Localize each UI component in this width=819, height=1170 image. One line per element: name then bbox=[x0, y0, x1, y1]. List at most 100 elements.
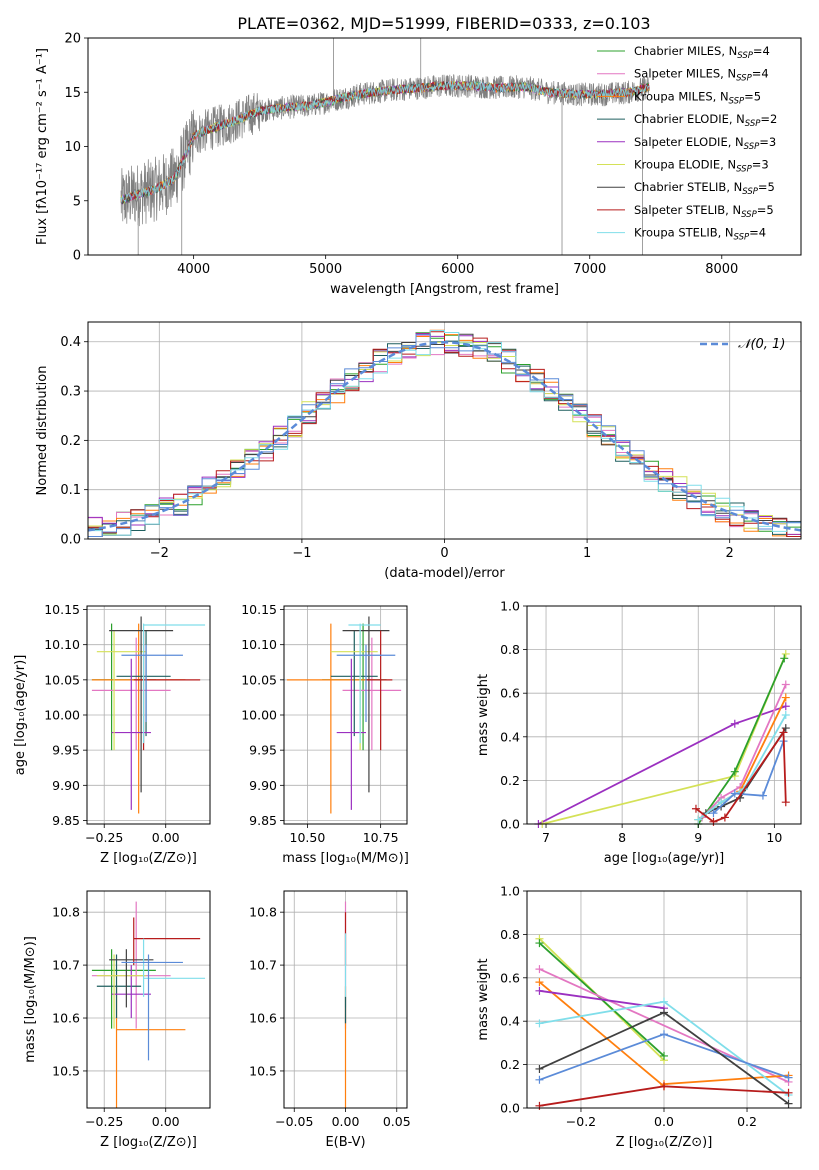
x-tick-label: 8000 bbox=[705, 262, 738, 277]
axes-frame bbox=[86, 890, 211, 1109]
weight-marker bbox=[535, 1101, 544, 1110]
plot-area-residuals bbox=[87, 329, 802, 537]
y-tick-label: 10.7 bbox=[249, 958, 277, 973]
histogram-series bbox=[88, 334, 801, 537]
y-tick-label: 0.2 bbox=[60, 434, 81, 449]
y-tick-label: 9.85 bbox=[249, 813, 277, 828]
axes-frame bbox=[526, 605, 802, 825]
x-tick-label: −1 bbox=[292, 546, 311, 561]
x-tick-label: 0.00 bbox=[332, 1114, 360, 1129]
x-tick-label: 9 bbox=[694, 830, 702, 845]
axes-frame bbox=[87, 321, 802, 540]
y-tick-label: 10.15 bbox=[44, 602, 80, 617]
legend-label: Kroupa STELIB, NSSP=4 bbox=[634, 226, 766, 243]
y-tick-label: 0 bbox=[73, 249, 81, 264]
weight-marker bbox=[660, 1008, 668, 1017]
y-tick-label: 0.0 bbox=[500, 1101, 520, 1116]
weight-marker bbox=[781, 702, 790, 711]
y-tick-label: 10.00 bbox=[44, 708, 80, 723]
y-tick-label: 10.6 bbox=[249, 1011, 277, 1026]
figure-title: PLATE=0362, MJD=51999, FIBERID=0333, z=0… bbox=[237, 14, 650, 33]
y-tick-label: 10.5 bbox=[249, 1063, 277, 1078]
model-line bbox=[120, 80, 650, 203]
y-tick-label: 0.4 bbox=[500, 1014, 520, 1029]
x-tick-label: 0.05 bbox=[383, 1114, 411, 1129]
weight-marker bbox=[781, 693, 790, 702]
weight-marker bbox=[535, 1019, 544, 1028]
weight-marker bbox=[784, 1099, 793, 1108]
panel-residuals: −2 −1 0 1 2 0.0 0.1 0.2 0.3 0.4 (data-model)/error… bbox=[35, 321, 802, 581]
plot-area-weight_vs_Z bbox=[535, 934, 793, 1110]
y-tick-label: 15 bbox=[64, 86, 81, 101]
observed-spectrum bbox=[120, 74, 650, 227]
weight-line bbox=[701, 684, 787, 819]
y-tick-label: 0.4 bbox=[500, 729, 520, 744]
y-tick-label: 10.15 bbox=[241, 602, 277, 617]
legend-label: Chabrier MILES, NSSP=4 bbox=[634, 44, 770, 61]
weight-marker bbox=[758, 791, 767, 800]
weight-marker bbox=[535, 939, 544, 948]
weight-marker bbox=[781, 711, 790, 719]
y-tick-label: 0.3 bbox=[60, 385, 81, 400]
y-tick-label: 10.10 bbox=[241, 637, 277, 652]
legend-label: Salpeter ELODIE, NSSP=3 bbox=[634, 135, 776, 152]
y-tick-label: 1.0 bbox=[500, 884, 520, 899]
x-tick-label: −0.2 bbox=[566, 1114, 596, 1129]
y-tick-label: 10.7 bbox=[52, 958, 80, 973]
y-tick-label: 20 bbox=[64, 32, 81, 47]
x-axis-label: age [log₁₀(age/yr)] bbox=[604, 851, 725, 866]
y-axis-label: mass weight bbox=[476, 958, 491, 1040]
x-axis-label: Z [log₁₀(Z/Z⊙)] bbox=[100, 1135, 197, 1150]
weight-marker bbox=[660, 1082, 668, 1091]
legend-label: Chabrier STELIB, NSSP=5 bbox=[634, 180, 775, 197]
x-tick-label: 1 bbox=[583, 546, 591, 561]
weight-marker bbox=[780, 654, 789, 663]
y-tick-label: 10.8 bbox=[52, 905, 80, 920]
y-tick-label: 1.0 bbox=[500, 599, 520, 614]
x-tick-label: 0.2 bbox=[737, 1114, 757, 1129]
weight-marker bbox=[730, 719, 739, 728]
weight-marker bbox=[535, 978, 544, 987]
y-tick-label: 9.95 bbox=[249, 743, 277, 758]
y-tick-label: 0.6 bbox=[500, 686, 520, 701]
x-tick-label: 10.75 bbox=[363, 830, 399, 845]
weight-marker bbox=[779, 728, 788, 737]
y-tick-label: 0.4 bbox=[60, 335, 81, 350]
panel-spectrum: 4000 5000 6000 7000 8000 0 5 10 15 20 wavelength [… bbox=[35, 32, 802, 297]
plot-area-spectrum bbox=[120, 38, 650, 255]
y-tick-label: 10.6 bbox=[52, 1011, 80, 1026]
x-tick-label: 6000 bbox=[441, 262, 474, 277]
y-axis-label: Normed distribution bbox=[35, 366, 50, 496]
x-tick-label: −2 bbox=[150, 546, 169, 561]
y-tick-label: 9.90 bbox=[52, 778, 80, 793]
y-tick-label: 9.90 bbox=[249, 778, 277, 793]
plot-area-age_vs_mass bbox=[286, 616, 402, 814]
x-tick-label: 0.00 bbox=[152, 1114, 180, 1129]
x-tick-label: 2 bbox=[726, 546, 734, 561]
plot-area-mass_vs_Z bbox=[91, 901, 206, 1108]
weight-marker bbox=[730, 789, 739, 798]
axes-frame bbox=[283, 605, 408, 825]
histogram-series bbox=[88, 330, 801, 536]
legend-label: Chabrier ELODIE, NSSP=2 bbox=[634, 112, 777, 129]
weight-marker bbox=[781, 680, 790, 689]
gaussian-curve bbox=[87, 340, 802, 532]
x-axis-label: (data-model)/error bbox=[384, 566, 505, 581]
y-axis-label: mass [log₁₀(M/M⊙)] bbox=[23, 936, 38, 1063]
weight-marker bbox=[781, 798, 790, 807]
weight-marker bbox=[694, 815, 703, 824]
y-tick-label: 0.1 bbox=[60, 483, 81, 498]
x-axis-label: E(B-V) bbox=[325, 1135, 365, 1150]
x-tick-label: −0.05 bbox=[275, 1114, 313, 1129]
panel-mass_vs_ebv: −0.05 0.00 0.05 10.5 10.6 10.7 10.8 E(B-V) bbox=[249, 890, 411, 1150]
panel-weight_vs_Z: −0.2 0.0 0.2 0.0 0.2 0.4 0.6 0.8 1.0 Z [log₁₀(Z/Z… bbox=[476, 884, 802, 1150]
x-tick-label: 0.0 bbox=[654, 1114, 674, 1129]
y-tick-label: 10.5 bbox=[52, 1063, 80, 1078]
plot-area-weight_vs_age bbox=[534, 649, 790, 828]
weight-marker bbox=[781, 724, 790, 733]
y-tick-label: 10 bbox=[64, 140, 81, 155]
x-tick-label: −0.25 bbox=[85, 830, 123, 845]
weight-marker bbox=[535, 1064, 544, 1073]
legend-label: Salpeter MILES, NSSP=4 bbox=[634, 67, 769, 84]
weight-marker bbox=[717, 798, 726, 807]
